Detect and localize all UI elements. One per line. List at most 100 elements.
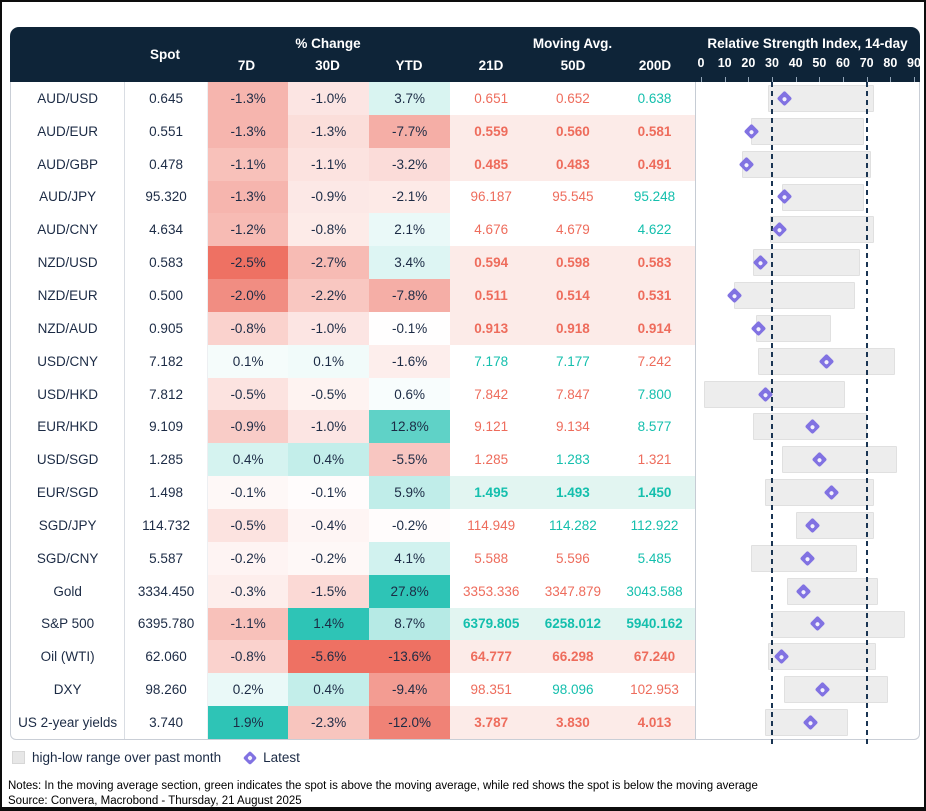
rsi-axis-tick-mark bbox=[819, 77, 821, 82]
rsi-cell bbox=[695, 114, 919, 148]
pct-change-30d: 1.4% bbox=[288, 607, 369, 641]
pct-change-ytd: 2.1% bbox=[368, 213, 451, 247]
rsi-axis-tick-label: 50 bbox=[812, 56, 827, 70]
table-row: AUD/JPY 95.320 -1.3% -0.9% -2.1% 96.187 95.545… bbox=[11, 180, 919, 214]
moving-avg-group: 3353.336 3347.879 3043.588 bbox=[450, 575, 695, 608]
asset-name: NZD/USD bbox=[11, 246, 126, 280]
moving-avg-50d: 0.652 bbox=[555, 90, 590, 106]
asset-name: AUD/CNY bbox=[11, 213, 126, 247]
moving-avg-200d: 7.800 bbox=[637, 386, 672, 402]
rsi-cell bbox=[695, 508, 919, 542]
moving-avg-50d: 0.918 bbox=[555, 320, 590, 336]
spot-value: 7.182 bbox=[125, 344, 208, 378]
rsi-cell bbox=[695, 443, 919, 477]
pct-change-7d: -0.8% bbox=[207, 311, 289, 345]
moving-avg-group: 7.842 7.847 7.800 bbox=[450, 378, 695, 411]
moving-avg-50d: 6258.012 bbox=[544, 616, 602, 632]
pct-change-30d: -1.0% bbox=[288, 410, 369, 444]
pct-change-30d: -1.1% bbox=[288, 147, 369, 181]
moving-avg-50d: 0.483 bbox=[555, 156, 590, 172]
moving-avg-21d: 0.511 bbox=[474, 287, 508, 303]
moving-avg-group: 0.594 0.598 0.583 bbox=[450, 246, 696, 280]
pct-change-30d: -0.4% bbox=[288, 508, 369, 542]
legend: high-low range over past month Latest bbox=[12, 750, 300, 765]
rsi-cell bbox=[695, 147, 919, 181]
latest-diamond-icon bbox=[243, 750, 258, 765]
pct-change-7d: -1.3% bbox=[207, 82, 289, 115]
moving-avg-21d: 0.651 bbox=[474, 90, 509, 106]
moving-avg-group: 5.588 5.596 5.485 bbox=[450, 542, 695, 575]
col-header-spot: Spot bbox=[150, 47, 180, 62]
rsi-range-bar bbox=[753, 249, 860, 277]
asset-name: USD/SGD bbox=[11, 443, 126, 477]
moving-avg-50d: 1.493 bbox=[555, 485, 590, 501]
rsi-cell bbox=[695, 640, 919, 674]
moving-avg-21d: 6379.805 bbox=[463, 616, 520, 632]
moving-avg-50d: 7.847 bbox=[555, 386, 590, 402]
rsi-axis-tick-label: 0 bbox=[697, 56, 705, 70]
pct-change-7d: 0.1% bbox=[207, 344, 289, 378]
moving-avg-200d: 3043.588 bbox=[626, 583, 683, 599]
moving-avg-200d: 7.242 bbox=[637, 353, 672, 369]
rsi-cell bbox=[695, 574, 919, 608]
spot-value: 9.109 bbox=[125, 410, 208, 444]
legend-latest-label: Latest bbox=[263, 750, 300, 765]
asset-name: AUD/JPY bbox=[11, 180, 126, 214]
rsi-axis-tick-label: 80 bbox=[883, 56, 898, 70]
moving-avg-200d: 102.953 bbox=[630, 682, 679, 698]
rsi-range-bar bbox=[765, 479, 874, 507]
moving-avg-21d: 0.485 bbox=[474, 156, 509, 172]
moving-avg-200d: 0.581 bbox=[637, 123, 672, 139]
rsi-axis-tick-mark bbox=[748, 77, 750, 82]
moving-avg-group: 0.485 0.483 0.491 bbox=[450, 147, 696, 181]
moving-avg-50d: 98.096 bbox=[552, 682, 594, 698]
rsi-axis-tick-label: 40 bbox=[788, 56, 803, 70]
moving-avg-200d: 1.450 bbox=[637, 485, 672, 501]
pct-change-30d: 0.4% bbox=[288, 443, 369, 477]
pct-change-ytd: -3.2% bbox=[368, 147, 451, 181]
moving-avg-200d: 4.013 bbox=[637, 714, 672, 730]
asset-name: Oil (WTI) bbox=[11, 640, 126, 674]
rsi-axis-tick-label: 70 bbox=[859, 56, 874, 70]
col-group-rsi-title: Relative Strength Index, 14-day bbox=[707, 36, 908, 51]
pct-change-7d: -2.0% bbox=[207, 279, 289, 312]
moving-avg-21d: 3353.336 bbox=[463, 583, 520, 599]
moving-avg-200d: 0.914 bbox=[637, 320, 672, 336]
rsi-range-bar bbox=[741, 150, 872, 178]
moving-avg-50d: 95.545 bbox=[552, 189, 594, 205]
moving-avg-200d: 4.622 bbox=[637, 222, 672, 238]
rsi-range-bar bbox=[781, 183, 865, 211]
asset-name: SGD/CNY bbox=[11, 541, 126, 575]
asset-name: USD/HKD bbox=[11, 377, 126, 411]
moving-avg-50d: 0.514 bbox=[555, 287, 590, 303]
moving-avg-group: 9.121 9.134 8.577 bbox=[450, 410, 695, 443]
pct-change-ytd: 5.9% bbox=[368, 476, 451, 509]
moving-avg-21d: 0.559 bbox=[474, 123, 509, 139]
rsi-axis-tick-mark bbox=[772, 77, 773, 82]
pct-change-7d: -0.3% bbox=[207, 574, 289, 608]
pct-change-30d: -2.7% bbox=[288, 246, 369, 280]
rsi-axis-tick-mark bbox=[724, 77, 726, 82]
moving-avg-group: 0.559 0.560 0.581 bbox=[450, 114, 696, 148]
pct-change-30d: -0.2% bbox=[288, 541, 369, 575]
asset-name: US 2-year yields bbox=[11, 706, 126, 739]
rsi-cell bbox=[695, 279, 919, 312]
pct-change-ytd: -0.1% bbox=[368, 311, 451, 345]
spot-value: 3.740 bbox=[125, 706, 208, 739]
table-row: NZD/EUR 0.500 -2.0% -2.2% -7.8% 0.511 0.514 0.5… bbox=[11, 279, 919, 312]
pct-change-30d: -0.9% bbox=[288, 180, 369, 214]
pct-change-7d: -0.1% bbox=[207, 476, 289, 509]
pct-change-30d: -1.0% bbox=[288, 311, 369, 345]
rsi-axis-tick-mark bbox=[795, 77, 797, 82]
rsi-cell bbox=[695, 180, 919, 214]
moving-avg-21d: 5.588 bbox=[474, 550, 509, 566]
spot-value: 0.645 bbox=[125, 82, 208, 115]
asset-name: AUD/GBP bbox=[11, 147, 126, 181]
pct-change-7d: -0.5% bbox=[207, 377, 289, 411]
spot-value: 114.732 bbox=[125, 508, 208, 542]
rsi-axis-tick-label: 10 bbox=[717, 56, 732, 70]
rsi-cell bbox=[695, 311, 919, 345]
rsi-axis-tick-mark bbox=[890, 77, 892, 82]
moving-avg-21d: 1.495 bbox=[474, 485, 509, 501]
rsi-cell bbox=[695, 82, 919, 115]
